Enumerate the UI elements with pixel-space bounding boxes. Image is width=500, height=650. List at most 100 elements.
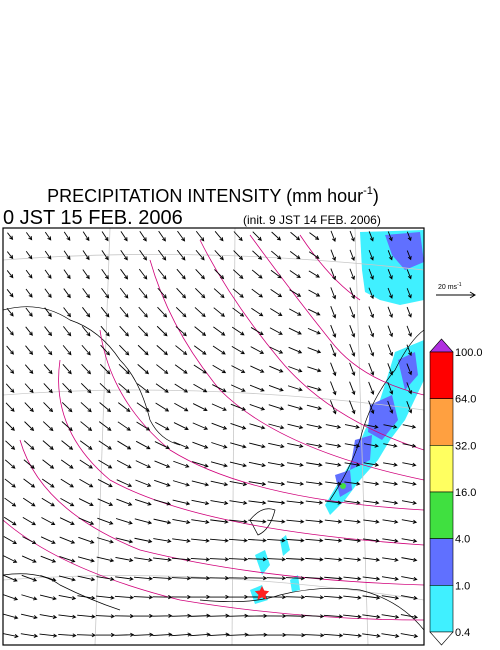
wind-arrow <box>287 443 304 449</box>
wind-arrow <box>116 498 133 506</box>
wind-arrow <box>139 230 147 242</box>
valid-time: 0 JST 15 FEB. 2006 <box>3 207 183 229</box>
wind-arrow <box>81 344 91 356</box>
color-bar-label: 0.4 <box>455 627 470 639</box>
wind-arrow <box>59 556 76 563</box>
wind-arrow <box>25 326 33 336</box>
wind-arrow <box>230 442 247 449</box>
wind-arrow <box>382 519 399 524</box>
wind-arrow <box>82 250 90 261</box>
wind-arrow <box>120 268 129 280</box>
location-marker <box>254 586 270 600</box>
wind-arrow <box>195 288 206 299</box>
wind-arrow <box>5 440 16 450</box>
wind-arrow <box>101 287 110 299</box>
wind-arrow <box>210 538 229 543</box>
wind-arrow <box>133 576 153 581</box>
wind-arrow <box>95 632 116 638</box>
wind-arrow <box>307 327 321 335</box>
wind-arrow <box>349 306 356 319</box>
wind-arrow <box>287 404 304 411</box>
wind-arrow <box>344 462 361 467</box>
wind-arrow <box>174 364 188 374</box>
color-bar-label: 1.0 <box>455 580 470 592</box>
wind-arrow <box>42 421 54 432</box>
wind-arrow <box>406 306 412 318</box>
wind-arrow <box>307 347 322 354</box>
wind-arrow <box>6 251 14 260</box>
wind-arrow <box>229 461 247 468</box>
wind-arrow <box>155 421 170 431</box>
wind-arrow <box>60 497 75 507</box>
wind-arrow <box>214 231 224 242</box>
wind-arrow <box>24 364 34 375</box>
wind-arrow <box>248 538 267 543</box>
wind-arrow <box>349 287 356 300</box>
wind-arrow <box>157 268 167 280</box>
wind-arrow <box>363 500 380 505</box>
precip-moderate <box>335 232 424 497</box>
wind-arrow <box>406 288 412 299</box>
wind-arrow <box>286 557 305 562</box>
wind-arrow <box>330 249 336 262</box>
wind-arrow <box>231 365 246 373</box>
wind-arrow <box>133 595 154 600</box>
wind-arrow <box>213 326 226 336</box>
wind-arrow <box>190 576 211 581</box>
wind-arrow <box>368 344 375 357</box>
wind-arrow <box>210 519 229 524</box>
wind-arrow <box>349 381 356 396</box>
wind-arrow <box>288 346 303 354</box>
wind-arrow <box>44 326 53 337</box>
wind-arrow <box>119 325 129 337</box>
wind-arrow <box>209 632 230 637</box>
wind-arrow <box>368 400 375 415</box>
wind-arrow <box>305 481 323 486</box>
wind-arrow <box>20 633 39 638</box>
wind-arrow <box>305 557 324 562</box>
wind-arrow <box>58 633 77 638</box>
wind-arrow <box>99 363 111 375</box>
wind-arrow <box>44 307 52 318</box>
wind-arrow <box>381 633 400 638</box>
wind-arrow <box>286 500 305 505</box>
wind-arrow <box>212 345 226 355</box>
wind-arrow <box>252 231 262 241</box>
wind-arrow <box>43 383 53 394</box>
map <box>3 228 424 645</box>
wind-arrow <box>79 440 93 450</box>
wind-arrow <box>97 479 113 488</box>
coastlines <box>3 306 424 631</box>
wind-arrow <box>349 230 355 242</box>
wind-arrow <box>230 384 246 392</box>
wind-vectors <box>3 230 419 639</box>
wind-arrow <box>229 480 248 487</box>
wind-arrow <box>368 231 374 242</box>
wind-arrow <box>269 346 284 354</box>
color-bar-label: 16.0 <box>455 487 476 499</box>
wind-arrow <box>210 480 229 487</box>
wind-arrow <box>324 538 343 543</box>
wind-arrow <box>61 421 73 432</box>
wind-arrow <box>368 362 375 376</box>
wind-arrow <box>387 306 393 319</box>
wind-arrow <box>287 462 304 467</box>
wind-arrow <box>363 538 380 543</box>
wind-arrow <box>6 289 14 298</box>
wind-arrow <box>288 366 303 373</box>
wind-arrow <box>24 383 34 394</box>
wind-arrow <box>59 536 76 544</box>
wind-arrow <box>330 306 337 319</box>
wind-arrow <box>171 632 192 637</box>
wind-arrow <box>172 538 191 543</box>
wind-arrow <box>80 421 93 432</box>
wind-arrow <box>6 307 14 317</box>
wind-arrow <box>134 518 153 525</box>
wind-arrow <box>368 287 374 300</box>
wind-arrow <box>119 306 129 318</box>
wind-arrow <box>176 287 187 299</box>
wind-arrow <box>363 481 380 486</box>
wind-arrow <box>190 613 211 618</box>
wind-arrow <box>402 443 417 448</box>
wind-arrow <box>82 307 91 318</box>
